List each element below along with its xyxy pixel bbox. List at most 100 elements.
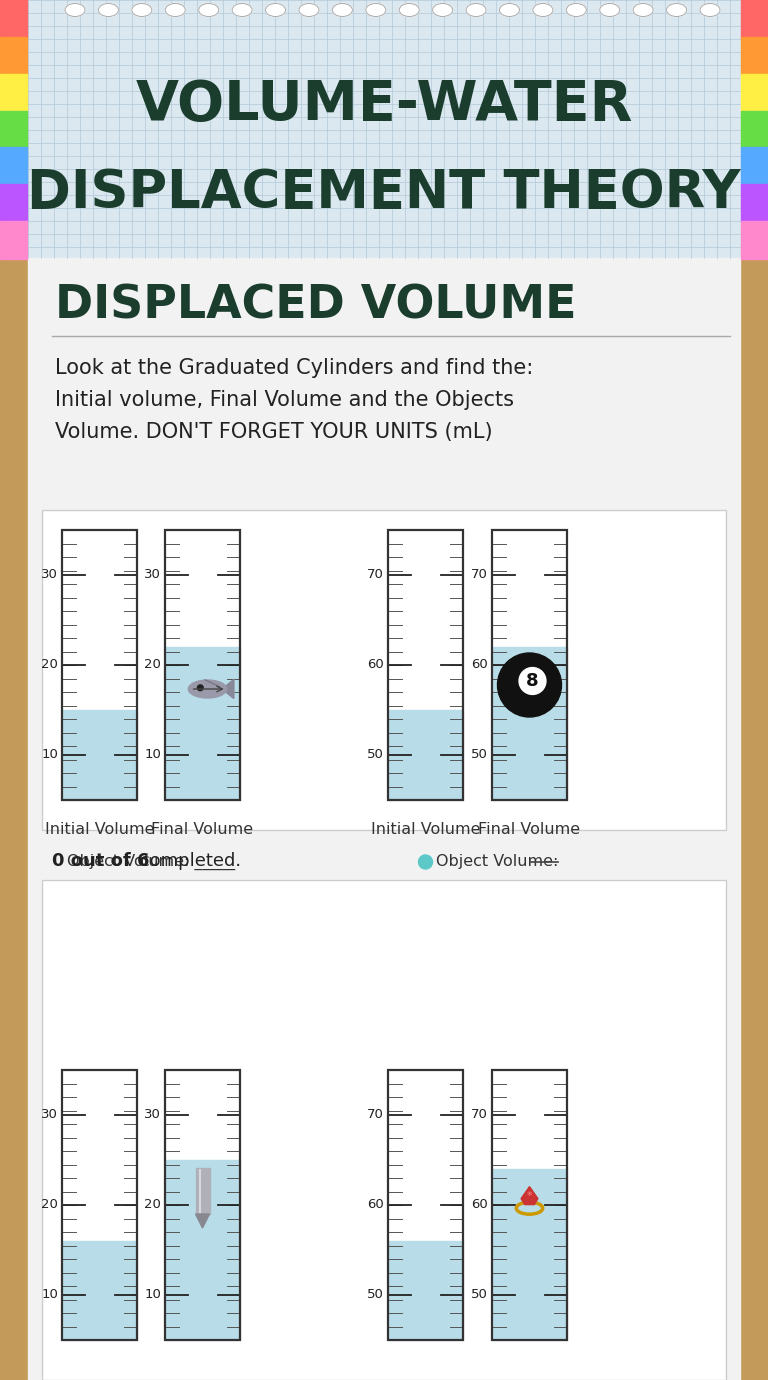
Text: DISPLACED VOLUME: DISPLACED VOLUME	[55, 283, 577, 328]
Ellipse shape	[266, 4, 286, 17]
Bar	[388, 530, 463, 800]
Text: completed.: completed.	[134, 851, 241, 869]
Bar	[741, 110, 768, 149]
Bar	[62, 530, 137, 800]
Text: 60: 60	[472, 658, 488, 672]
Text: 20: 20	[144, 658, 161, 672]
Bar	[28, 258, 740, 1380]
Text: 20: 20	[41, 1198, 58, 1212]
Text: DISPLACEMENT THEORY: DISPLACEMENT THEORY	[27, 167, 741, 219]
Bar	[165, 530, 240, 800]
Ellipse shape	[700, 4, 720, 17]
Text: *: *	[527, 1191, 532, 1201]
Bar	[0, 148, 27, 185]
Ellipse shape	[499, 4, 519, 17]
Text: 30: 30	[41, 1108, 58, 1122]
Polygon shape	[222, 679, 234, 698]
Ellipse shape	[667, 4, 687, 17]
Bar	[492, 530, 567, 800]
Text: 30: 30	[41, 569, 58, 581]
Bar	[388, 1070, 463, 1340]
Bar	[165, 647, 240, 800]
Bar	[62, 709, 137, 800]
Text: 50: 50	[367, 1289, 384, 1301]
Text: Initial Volume: Initial Volume	[371, 822, 480, 838]
Text: 10: 10	[41, 1289, 58, 1301]
Bar	[0, 0, 27, 37]
Text: Final Volume: Final Volume	[151, 822, 253, 838]
Text: Object Volume:: Object Volume:	[435, 854, 558, 869]
Text: Object Volume: _____: Object Volume: _____	[67, 854, 235, 871]
Circle shape	[498, 653, 561, 718]
Ellipse shape	[633, 4, 653, 17]
Circle shape	[419, 856, 432, 869]
Text: 10: 10	[144, 748, 161, 762]
Ellipse shape	[366, 4, 386, 17]
Text: 70: 70	[471, 569, 488, 581]
Text: 70: 70	[367, 1108, 384, 1122]
Ellipse shape	[299, 4, 319, 17]
Bar	[42, 880, 726, 1380]
Text: 10: 10	[41, 748, 58, 762]
Text: Look at the Graduated Cylinders and find the:: Look at the Graduated Cylinders and find…	[55, 357, 533, 378]
Text: 60: 60	[367, 658, 384, 672]
Bar	[165, 1070, 240, 1340]
Bar	[0, 185, 27, 222]
Bar	[42, 511, 726, 829]
Bar	[0, 110, 27, 149]
Bar	[62, 1070, 137, 1340]
Bar	[492, 530, 567, 800]
Ellipse shape	[232, 4, 252, 17]
Bar	[492, 1169, 567, 1340]
Bar	[62, 530, 137, 800]
Circle shape	[197, 684, 204, 690]
Text: 10: 10	[144, 1289, 161, 1301]
Ellipse shape	[333, 4, 353, 17]
Ellipse shape	[432, 4, 452, 17]
Bar	[741, 73, 768, 112]
Bar	[0, 37, 27, 75]
Polygon shape	[196, 1214, 210, 1228]
Bar	[492, 1070, 567, 1340]
Bar	[741, 0, 768, 37]
Bar	[0, 73, 27, 112]
Text: 30: 30	[144, 569, 161, 581]
Bar	[0, 221, 27, 259]
Bar	[165, 1070, 240, 1340]
Text: 0 out of 6: 0 out of 6	[52, 851, 150, 869]
Text: 50: 50	[471, 748, 488, 762]
Bar	[62, 1241, 137, 1340]
Bar	[165, 1161, 240, 1340]
Bar	[741, 37, 768, 75]
Bar	[741, 185, 768, 222]
Polygon shape	[196, 1167, 210, 1214]
Text: VOLUME-WATER: VOLUME-WATER	[135, 79, 633, 132]
Ellipse shape	[165, 4, 185, 17]
Circle shape	[519, 668, 546, 694]
Ellipse shape	[566, 4, 586, 17]
Ellipse shape	[533, 4, 553, 17]
Polygon shape	[521, 1187, 538, 1205]
Ellipse shape	[199, 4, 219, 17]
Text: Volume. DON'T FORGET YOUR UNITS (mL): Volume. DON'T FORGET YOUR UNITS (mL)	[55, 422, 492, 442]
Bar	[388, 530, 463, 800]
Text: 50: 50	[471, 1289, 488, 1301]
Ellipse shape	[600, 4, 620, 17]
Text: 30: 30	[144, 1108, 161, 1122]
Bar	[492, 647, 567, 800]
Bar	[388, 1241, 463, 1340]
Bar	[62, 1070, 137, 1340]
Text: Initial volume, Final Volume and the Objects: Initial volume, Final Volume and the Obj…	[55, 391, 514, 410]
Bar	[492, 1070, 567, 1340]
Bar	[741, 148, 768, 185]
Bar	[165, 530, 240, 800]
Ellipse shape	[399, 4, 419, 17]
Ellipse shape	[466, 4, 486, 17]
Bar	[42, 511, 726, 829]
Text: 60: 60	[367, 1198, 384, 1212]
Text: Initial Volume: Initial Volume	[45, 822, 154, 838]
Text: Final Volume: Final Volume	[478, 822, 581, 838]
Bar	[42, 880, 726, 1380]
Text: 8: 8	[526, 672, 539, 690]
Text: 60: 60	[472, 1198, 488, 1212]
